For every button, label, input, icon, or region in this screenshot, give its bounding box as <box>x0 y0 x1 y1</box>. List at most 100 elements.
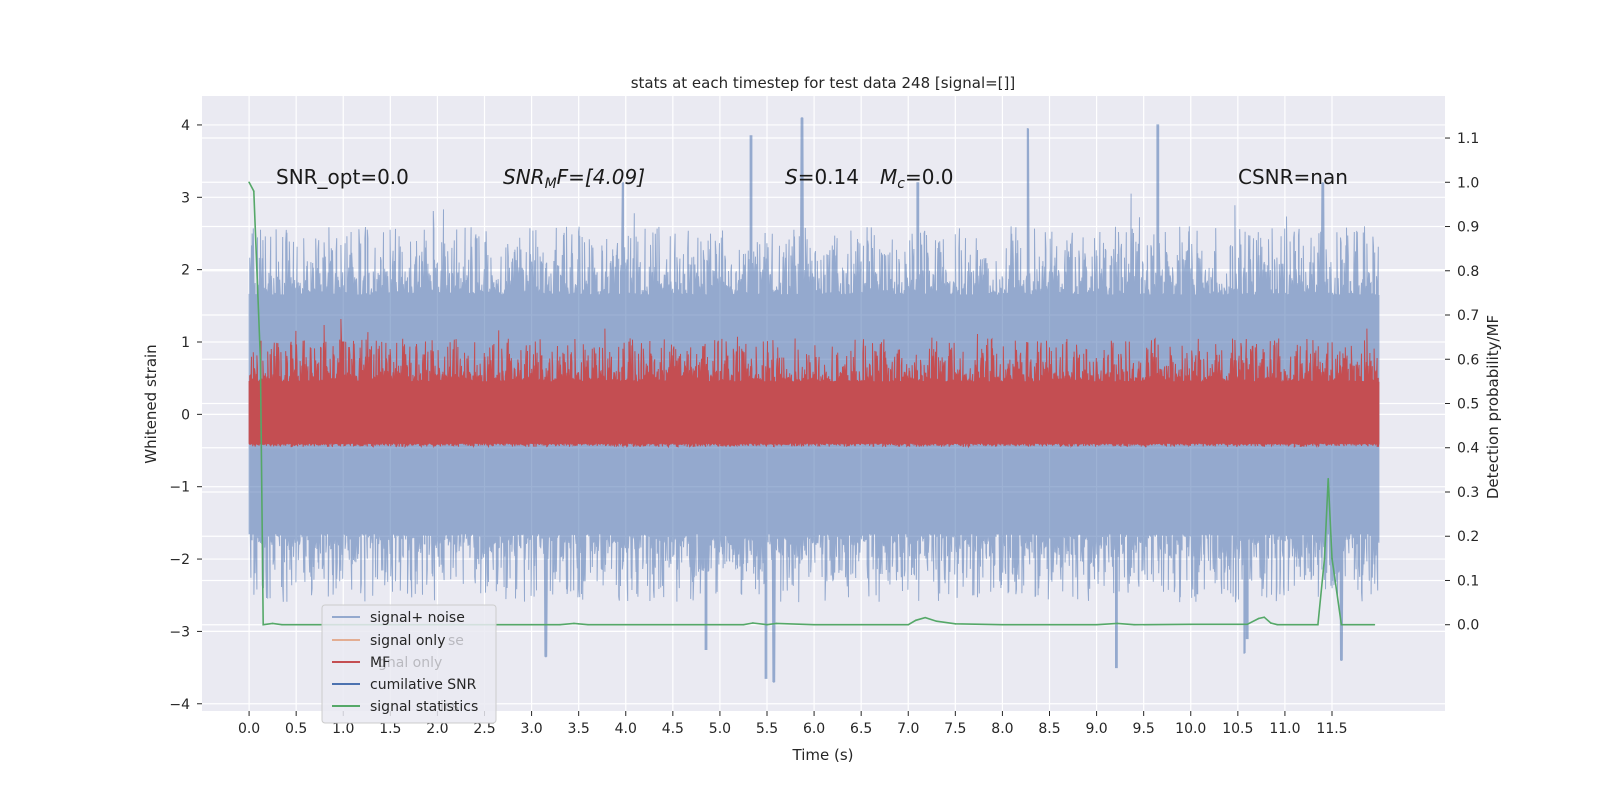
x-tick-label: 9.0 <box>1085 721 1107 737</box>
series-signal-noise <box>248 117 1380 683</box>
annotation-snr-mf-rest: F=[4.09] <box>557 165 645 189</box>
data-point <box>907 623 910 626</box>
x-tick-label: 1.5 <box>379 721 401 737</box>
annotation-snr-mf-main: SNR <box>503 165 545 189</box>
annotation-snr-mf: SNRMF=[4.09] <box>503 165 645 192</box>
annotation-csnr: CSNR=nan <box>1238 165 1348 189</box>
data-point <box>1189 623 1192 626</box>
legend-ghost-text-2: gnal only <box>378 655 442 671</box>
data-point <box>766 623 768 626</box>
y-tick-label: 4 <box>181 118 190 134</box>
data-point <box>752 622 754 624</box>
y2-tick-label: 0.3 <box>1457 485 1479 501</box>
x-tick-label: 8.0 <box>991 721 1013 737</box>
data-point <box>252 190 255 192</box>
x-tick-label: 0.0 <box>238 721 260 737</box>
y2-tick-label: 0.7 <box>1457 308 1479 324</box>
data-point <box>924 616 926 619</box>
x-tick-label: 2.0 <box>426 721 448 737</box>
x-tick-label: 8.5 <box>1038 721 1060 737</box>
data-point <box>1263 616 1265 619</box>
data-point <box>935 620 938 622</box>
series-trace <box>248 117 1380 683</box>
data-point <box>1284 623 1286 626</box>
y-tick-label: −4 <box>169 697 190 713</box>
x-tick-label: 11.0 <box>1269 721 1300 737</box>
y2-axis-label: Detection probability/MF <box>1484 315 1502 499</box>
annotation-mc: Mc=0.0 <box>880 165 954 192</box>
data-point <box>1327 477 1330 480</box>
data-point <box>248 181 250 184</box>
annotations: SNR_opt=0.0 SNRMF=[4.09] S=0.14 Mc=0.0 C… <box>276 165 1348 192</box>
x-tick-label: 10.0 <box>1175 721 1206 737</box>
data-point <box>1095 623 1098 626</box>
data-point <box>1048 623 1051 626</box>
data-point <box>719 623 721 626</box>
y-tick-label: 3 <box>181 190 190 206</box>
x-tick-label: 6.5 <box>850 721 872 737</box>
y2-tick-label: 0.1 <box>1457 573 1479 589</box>
legend-ghost-text-3: ics <box>440 699 459 715</box>
data-point <box>775 622 778 625</box>
legend: se gnal only ics signal+ noise signal on… <box>321 604 497 724</box>
annotation-snr-mf-sub: M <box>545 176 557 192</box>
x-tick-label: 4.5 <box>662 721 684 737</box>
data-point <box>1340 623 1343 626</box>
annotation-s-main: S <box>785 165 798 189</box>
annotation-mc-main: M <box>880 165 897 189</box>
annotation-mc-sub: c <box>897 176 905 192</box>
y2-tick-label: 0.4 <box>1457 441 1479 457</box>
x-tick-label: 0.5 <box>285 721 307 737</box>
data-point <box>1246 623 1249 626</box>
series-trace <box>248 318 1380 449</box>
data-point <box>1323 557 1326 560</box>
data-point <box>259 358 262 361</box>
data-point <box>262 623 265 626</box>
annotation-mc-rest: =0.0 <box>905 165 954 189</box>
legend-label-cumilative-snr: cumilative SNR <box>370 677 477 693</box>
data-point <box>295 623 297 626</box>
y2-tick-label: 0.5 <box>1457 397 1479 413</box>
y-tick-label: −2 <box>169 552 190 568</box>
data-point <box>1133 623 1136 626</box>
data-point <box>813 623 815 626</box>
x-axis-label: Time (s) <box>792 746 854 764</box>
legend-label-signal-only: signal only <box>370 633 445 649</box>
y-tick-label: −1 <box>169 480 190 496</box>
data-point <box>1331 557 1333 560</box>
data-point <box>587 623 589 626</box>
data-point <box>954 623 957 625</box>
data-point <box>1317 623 1319 626</box>
data-point <box>1276 623 1279 626</box>
y2-tick-label: 0.8 <box>1457 264 1479 280</box>
x-tick-label: 5.5 <box>756 721 778 737</box>
annotation-s: S=0.14 <box>785 165 859 189</box>
data-point <box>559 623 561 626</box>
x-tick-label: 10.5 <box>1222 721 1253 737</box>
x-tick-label: 11.5 <box>1316 721 1347 737</box>
x-tick-label: 6.0 <box>803 721 825 737</box>
y-tick-label: 1 <box>181 335 190 351</box>
legend-label-signal-noise: signal+ noise <box>370 610 465 626</box>
data-point <box>1373 623 1376 626</box>
data-point <box>860 623 862 626</box>
data-point <box>271 622 274 625</box>
data-point <box>624 623 627 626</box>
y2-tick-label: 0.0 <box>1457 618 1479 634</box>
data-point <box>1257 617 1260 620</box>
x-tick-label: 3.0 <box>520 721 542 737</box>
data-point <box>530 623 533 626</box>
y2-tick-label: 1.0 <box>1457 175 1479 191</box>
x-tick-label: 5.0 <box>709 721 731 737</box>
y2-tick-label: 1.1 <box>1457 131 1479 147</box>
data-point <box>281 623 283 626</box>
x-tick-label: 7.0 <box>897 721 919 737</box>
y2-tick-label: 0.6 <box>1457 352 1479 368</box>
y-tick-label: −3 <box>169 624 190 640</box>
x-tick-label: 4.0 <box>615 721 637 737</box>
y-axis-label: Whitened strain <box>142 344 160 463</box>
y2-tick-label: 0.9 <box>1457 220 1479 236</box>
data-point <box>573 622 575 625</box>
legend-label-mf: MF <box>370 655 390 671</box>
